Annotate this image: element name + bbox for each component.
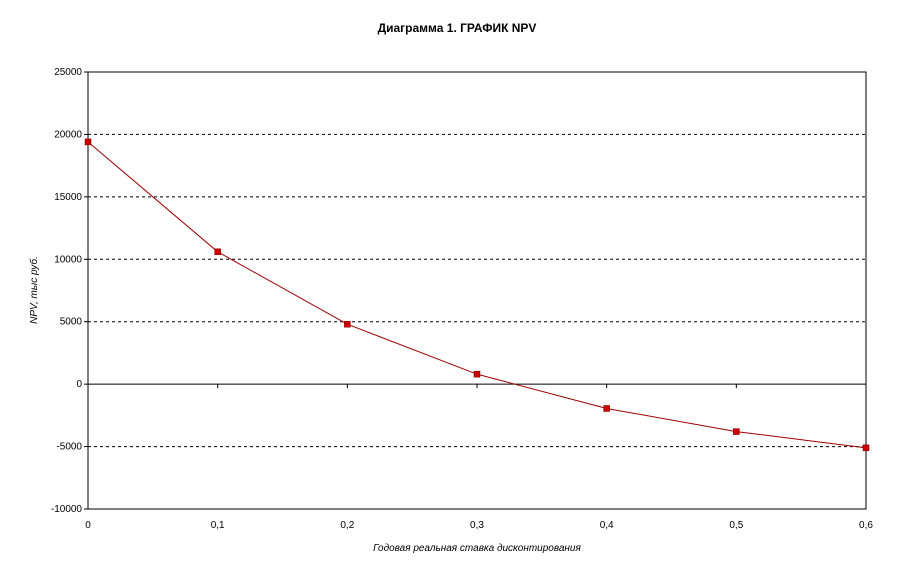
- y-tick-label: 25000: [54, 67, 82, 78]
- gridlines: [88, 133, 866, 448]
- x-axis-label: Годовая реальная ставка дисконтирования: [373, 543, 581, 554]
- data-point: [84, 138, 92, 146]
- x-tick-label: 0,4: [600, 520, 614, 531]
- plot-area: [87, 71, 867, 510]
- y-tick-label: -5000: [56, 442, 82, 453]
- x-tick-label: 0,3: [470, 520, 484, 531]
- y-tick-label: 0: [76, 379, 82, 390]
- chart-title: Диаграмма 1. ГРАФИК NPV: [378, 21, 537, 35]
- x-tick-label: 0,2: [340, 520, 354, 531]
- x-tick-label: 0,1: [211, 520, 225, 531]
- y-tick-labels: -10000 -5000 0 5000 10000 15000 20000 25000: [51, 67, 83, 515]
- data-point: [603, 405, 610, 412]
- y-tick-label: 5000: [60, 317, 83, 328]
- axes: [84, 71, 867, 510]
- x-tick-label: 0,6: [859, 520, 873, 531]
- marker-layer: [84, 138, 870, 452]
- y-tick-label: 10000: [54, 254, 82, 265]
- x-tick-label: 0,5: [729, 520, 743, 531]
- data-point: [733, 428, 740, 435]
- y-axis-label: NPV, тыс руб.: [28, 256, 40, 324]
- data-point: [473, 370, 481, 378]
- y-tick-label: -10000: [51, 504, 83, 515]
- data-point: [344, 320, 351, 328]
- data-point: [862, 444, 870, 452]
- data-point: [214, 248, 221, 256]
- x-tick-label: 0: [85, 520, 91, 531]
- y-tick-label: 15000: [54, 192, 82, 203]
- x-tick-labels: 0 0,1 0,2 0,3 0,4 0,5 0,6: [85, 520, 873, 531]
- y-tick-label: 20000: [54, 129, 82, 140]
